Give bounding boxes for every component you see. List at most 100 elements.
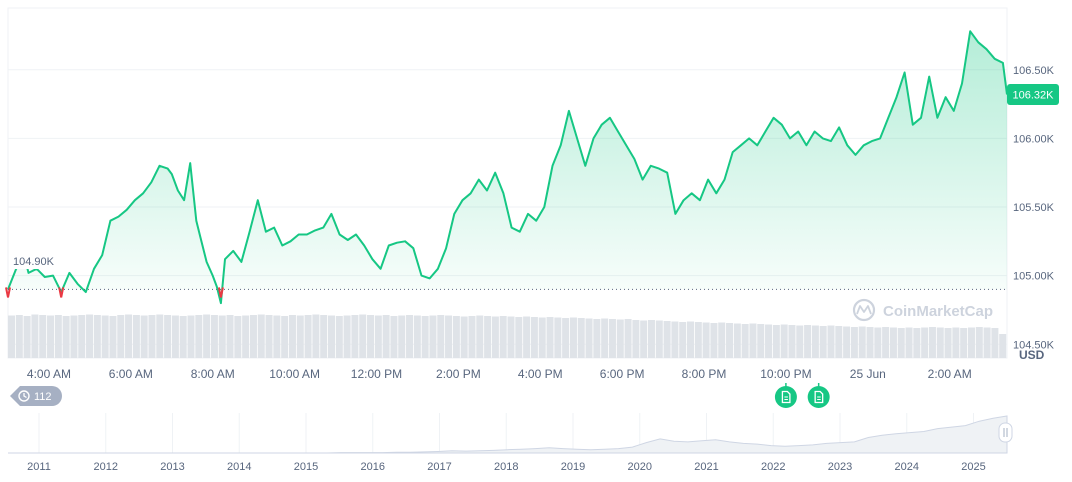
volume-bar	[382, 315, 390, 358]
volume-bar	[866, 327, 874, 358]
volume-bar	[952, 327, 960, 358]
navigator-handle[interactable]	[998, 422, 1013, 443]
range-navigator[interactable]: 2011 2012 2013 2014 2015 2016 2017 2018 2019 2020…	[8, 413, 1013, 473]
y-axis: 104.50K 105.00K 105.50K 106.00K 106.50K	[1013, 65, 1055, 352]
volume-bar	[780, 324, 788, 358]
volume-bar	[702, 322, 710, 358]
volume-bar	[874, 327, 882, 358]
volume-bar	[351, 315, 359, 358]
volume-bar	[616, 319, 624, 358]
volume-bar	[858, 326, 866, 358]
volume-bars	[8, 314, 1007, 358]
volume-bar	[882, 327, 890, 358]
volume-bar	[452, 316, 460, 358]
volume-bar	[281, 316, 289, 358]
navigator-year-label: 2012	[94, 461, 118, 473]
volume-bar	[827, 325, 835, 358]
x-tick-label: 6:00 AM	[109, 367, 153, 381]
volume-bar	[569, 317, 577, 358]
volume-bar	[991, 328, 999, 358]
navigator-year-label: 2025	[961, 461, 985, 473]
baseline-badge: 104.90K	[10, 253, 60, 269]
volume-bar	[741, 324, 749, 358]
volume-bar	[655, 320, 663, 358]
volume-bar	[23, 316, 31, 358]
history-badge[interactable]: 112	[10, 386, 62, 406]
volume-bar	[70, 315, 78, 358]
volume-bar	[406, 315, 414, 358]
volume-bar	[679, 322, 687, 358]
volume-bar	[93, 315, 101, 358]
volume-bar	[624, 319, 632, 358]
navigator-year-label: 2011	[27, 461, 51, 473]
volume-bar	[117, 315, 125, 358]
volume-bar	[663, 321, 671, 358]
volume-bar	[327, 315, 335, 358]
volume-bar	[296, 315, 304, 358]
coinmarketcap-watermark: CoinMarketCap	[852, 298, 993, 322]
volume-bar	[772, 325, 780, 358]
volume-bar	[554, 317, 562, 358]
event-marker[interactable]	[807, 383, 830, 408]
volume-bar	[273, 315, 281, 358]
volume-bar	[257, 314, 265, 358]
navigator-year-label: 2014	[227, 461, 251, 473]
volume-bar	[710, 323, 718, 358]
y-tick-label: 105.50K	[1013, 202, 1055, 214]
volume-bar	[132, 315, 140, 358]
volume-bar	[359, 314, 367, 358]
volume-bar	[288, 315, 296, 358]
volume-bar	[39, 315, 47, 358]
event-marker[interactable]	[774, 383, 797, 408]
navigator-year-label: 2023	[828, 461, 852, 473]
volume-bar	[320, 315, 328, 358]
x-tick-label: 12:00 PM	[351, 367, 402, 381]
volume-bar	[967, 327, 975, 358]
volume-bar	[265, 315, 273, 358]
volume-bar	[523, 316, 531, 358]
volume-bar	[749, 323, 757, 358]
volume-bar	[429, 315, 437, 358]
volume-bar	[312, 314, 320, 358]
baseline-value-label: 104.90K	[13, 256, 55, 268]
volume-bar	[530, 317, 538, 358]
volume-bar	[468, 316, 476, 358]
volume-bar	[187, 315, 195, 358]
x-tick-label: 2:00 PM	[436, 367, 481, 381]
volume-bar	[101, 315, 109, 358]
volume-bar	[546, 317, 554, 358]
volume-bar	[437, 315, 445, 358]
volume-bar	[726, 323, 734, 358]
y-tick-label: 106.00K	[1013, 133, 1055, 145]
navigator-year-label: 2018	[494, 461, 518, 473]
volume-bar	[850, 327, 858, 358]
volume-bar	[218, 315, 226, 358]
price-line[interactable]	[7, 30, 1008, 305]
current-price-badge: 106.32K	[1007, 84, 1059, 105]
event-markers[interactable]	[774, 383, 830, 408]
volume-bar	[975, 327, 983, 358]
x-tick-label: 10:00 AM	[269, 367, 320, 381]
volume-bar	[718, 322, 726, 358]
below-baseline-mark	[217, 287, 224, 298]
volume-bar	[445, 315, 453, 358]
price-line-group[interactable]	[7, 30, 1008, 305]
below-baseline-marks	[5, 287, 224, 298]
volume-bar	[335, 316, 343, 358]
volume-bar	[491, 316, 499, 358]
volume-bar	[944, 328, 952, 358]
volume-bar	[999, 334, 1007, 358]
volume-bar	[835, 326, 843, 358]
y-tick-label: 106.50K	[1013, 65, 1055, 77]
volume-bar	[78, 315, 86, 358]
volume-bar	[148, 315, 156, 358]
volume-bar	[249, 315, 257, 358]
x-tick-label: 8:00 PM	[682, 367, 727, 381]
navigator-year-label: 2019	[561, 461, 585, 473]
volume-bar	[733, 323, 741, 358]
volume-bar	[195, 315, 203, 358]
y-tick-label: 104.50K	[1013, 339, 1055, 351]
volume-bar	[585, 318, 593, 358]
navigator-year-label: 2015	[294, 461, 318, 473]
